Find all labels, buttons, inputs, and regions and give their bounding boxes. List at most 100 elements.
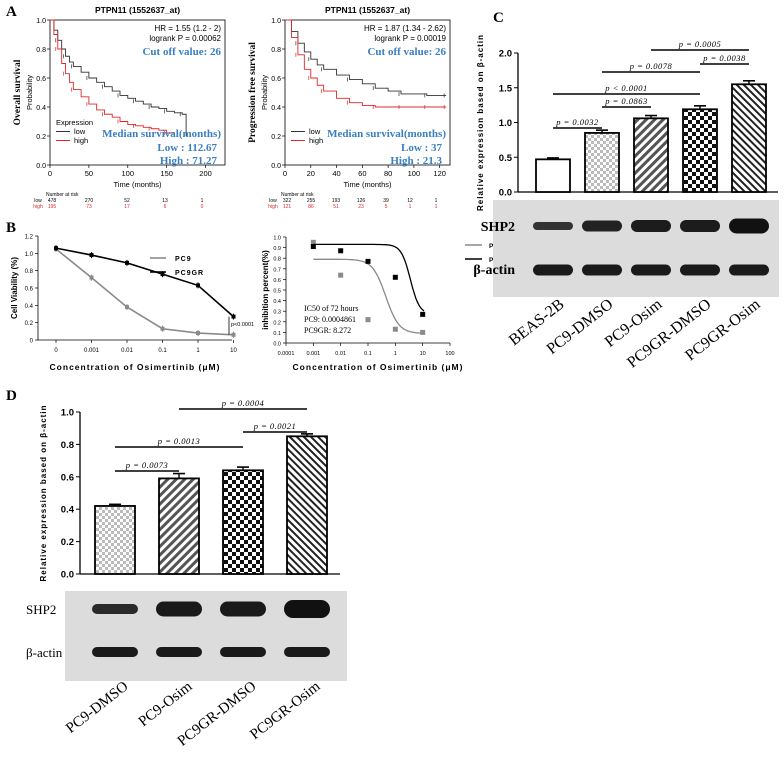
y-tick-label: 0.7 [273,267,281,273]
x-tick-label: 40 [332,169,340,178]
blot-band [680,220,720,232]
y-tick-label: 0.2 [25,321,34,327]
y-tick-label: 0.4 [36,105,46,112]
x-tick-label: 100 [408,169,421,178]
data-point-PC9 [392,326,398,332]
bar-PC9-DMSO [584,132,620,193]
risk-high-cell: 17 [124,204,130,210]
y-tick-label: 1.0 [499,118,512,129]
x-tick-label: 0.001 [84,348,100,354]
series-line-PC9GR [55,247,235,318]
y-tick-label: 1.0 [61,408,74,419]
data-point-PC9GR [125,260,129,265]
x-tick-label: 0.1 [364,351,372,357]
p-value-label: p < 0.0001 [604,83,648,93]
blot-band [220,601,266,617]
y-tick-label: 0.0 [61,570,74,581]
risk-high-cell: 51 [333,204,339,210]
risk-high-cell: high [268,204,278,210]
bar-chart-d: 0.0 0.2 0.4 0.6 0.8 1.0 Relative expression ba… [26,398,347,750]
bar-chart-c: 0.0 0.5 1.0 1.5 2.0 Relative expression based… [473,34,779,372]
km-title: PTPN11 (1552637_at) [95,5,180,15]
bar-PC9-DMSO [94,505,136,575]
y-tick-label: 0.6 [25,287,34,293]
data-point-PC9GR [338,248,344,254]
data-point-PC9GR [392,274,398,280]
blot-band [533,264,573,276]
x-tick-label: 150 [160,169,173,178]
bar-PC9GR-DMSO [682,108,718,193]
category-label: PC9GR-DMSO [624,296,714,372]
p-value-annotation: p<0.0001 [231,322,254,328]
x-axis-label: Time (months) [113,180,162,189]
x-tick-label: 20 [307,169,315,178]
risk-low-cell: 255 [307,198,316,204]
y-tick-label: 0.2 [273,320,281,326]
risk-low-cell: 193 [332,198,341,204]
y-axis-label: Relative expression based on β-actin [39,405,48,582]
km-frame [284,19,451,166]
data-point-PC9GR [420,311,426,317]
km-title: PTPN11 (1552637_at) [325,5,410,15]
bar-PC9-Osim [633,117,669,193]
p-value-label: p = 0.0863 [604,96,648,106]
p-value-label: p = 0.0038 [702,53,746,63]
y-tick-label: 0.6 [273,278,281,284]
risk-low-cell: 39 [383,198,389,204]
blot-band [156,647,202,657]
y-tick-label: 0.0 [499,188,512,199]
x-axis-label: Time (months) [343,180,392,189]
risk-low-cell: 1 [435,198,438,204]
category-label: PC9GR-Osim [247,678,323,743]
y-tick-label: 0.8 [36,47,46,54]
series-line-PC9 [55,248,234,336]
panel-label-a: A [6,4,17,20]
median-title: Median survival(months) [327,128,446,140]
y-tick-label: 0.3 [273,310,281,316]
km-curve-high [50,19,175,135]
blot-band [284,647,330,657]
x-tick-label: 60 [358,169,366,178]
data-point-PC9GR [196,283,200,288]
y-axis-label: Cell Viability (%) [10,257,19,319]
y-tick-label: 0.4 [273,299,281,305]
panel-label-d: D [6,388,17,404]
risk-high-cell: 1 [435,204,438,210]
risk-low-cell: 12 [407,198,413,204]
blot-band [284,600,330,618]
y-tick-label: 0.8 [25,269,34,275]
p-value-label: p = 0.0078 [629,61,673,71]
risk-high-cell: 0 [201,204,204,210]
y-tick-label: 0.2 [271,134,281,141]
blot-band [729,218,769,234]
risk-high-cell: 1 [409,204,412,210]
blot-band [220,647,266,657]
y-tick-label: 0.6 [271,76,281,83]
panel-label-c: C [493,10,504,26]
x-tick-label: 1 [394,351,397,357]
risk-low-cell: low [34,198,42,204]
risk-high-cell: 195 [48,204,57,210]
y-tick-label: 1.0 [271,18,281,25]
cell-viability-chart: 0 0.2 0.4 0.6 0.8 1.0 1.2 0 0.001 0.01 0.1 1 10 Conce… [10,235,254,373]
median-low: Low : 37 [401,142,442,154]
ic50-text: PC9: 0.0004861 [304,315,356,324]
y-tick-label: 1.0 [36,18,46,25]
data-point-PC9 [89,275,94,280]
risk-low-cell: 322 [283,198,292,204]
p-value-label: p = 0.0004 [221,398,265,408]
y-axis-label: inhibition percent(%) [261,250,270,330]
data-point-PC9GR [54,246,58,251]
blot-band [729,264,769,276]
p-value-label: p = 0.0005 [678,39,722,49]
panel-label-b: B [6,220,16,236]
x-tick-label: 0.001 [306,351,320,357]
km-overall-survival: PTPN11 (1552637_at) 0.0 0.2 0.4 0.6 0.8 1.0 0 50… [13,5,226,210]
data-point-PC9 [160,326,165,331]
y-tick-label: 0.4 [271,105,281,112]
legend-label-high: high [74,136,88,145]
x-tick-label: 80 [384,169,392,178]
x-tick-label: 0.01 [335,351,346,357]
data-point-PC9GR [231,314,236,319]
legend-label-PC9: PC9 [175,256,192,263]
